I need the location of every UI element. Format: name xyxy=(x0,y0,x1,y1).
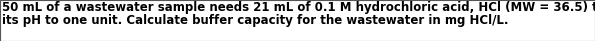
Text: its pH to one unit. Calculate buffer capacity for the wastewater in mg HCl/L.: its pH to one unit. Calculate buffer cap… xyxy=(2,14,508,27)
Text: 50 mL of a wastewater sample needs 21 mL of 0.1 M hydrochloric acid, HCl (MW = 3: 50 mL of a wastewater sample needs 21 mL… xyxy=(2,1,595,14)
